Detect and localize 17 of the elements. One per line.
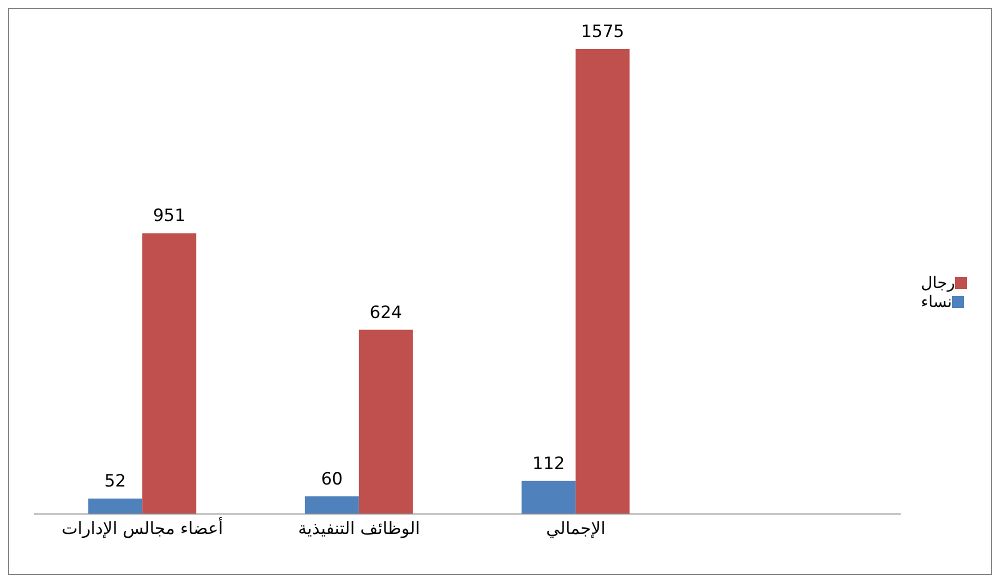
x-tick-label: الإجمالي (546, 519, 606, 540)
bar (358, 330, 413, 514)
bar (522, 480, 576, 514)
data-label: 112 (532, 454, 565, 474)
data-label: 1575 (580, 22, 624, 42)
legend-label: نساء (920, 292, 952, 310)
bar (142, 233, 196, 514)
bar (304, 496, 359, 514)
x-tick-label: الوظائف التنفيذية (298, 519, 420, 540)
bar (88, 498, 142, 514)
data-label: 951 (152, 206, 186, 226)
data-label: 60 (321, 469, 343, 490)
bar (576, 49, 630, 514)
x-tick-label: أعضاء مجالس الإدارات (62, 517, 224, 540)
data-label: 52 (104, 472, 126, 492)
data-label: 624 (370, 302, 402, 323)
legend-label: رجال (920, 272, 955, 292)
